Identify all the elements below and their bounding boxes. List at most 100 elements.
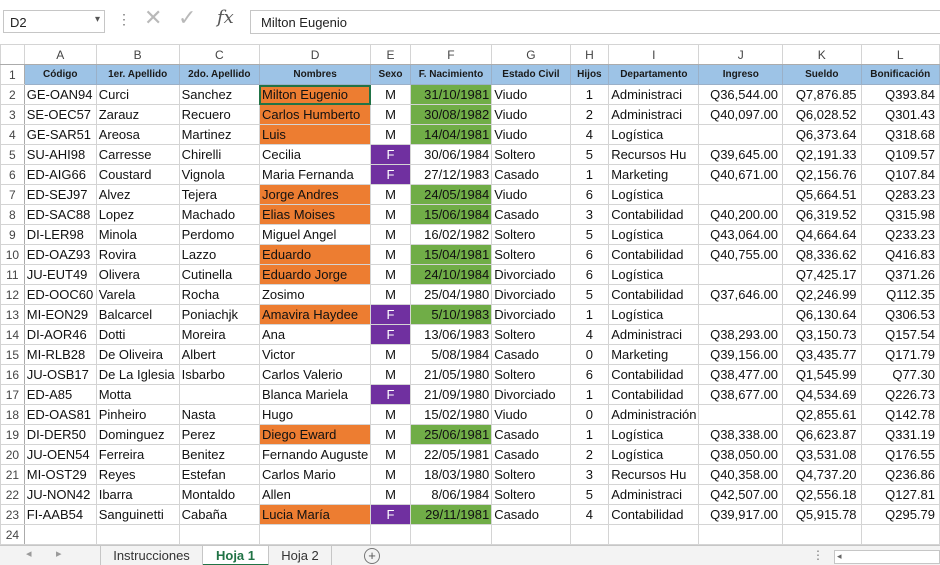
cell-j12[interactable]: Q37,646.00: [698, 284, 784, 305]
cell-h20[interactable]: 2: [569, 444, 610, 465]
cell-k8[interactable]: Q6,319.52: [782, 204, 862, 225]
cell-d15[interactable]: Victor: [258, 344, 372, 365]
cell-e7[interactable]: M: [370, 184, 411, 205]
cell-k23[interactable]: Q5,915.78: [782, 504, 862, 525]
column-header-e[interactable]: E: [370, 44, 411, 65]
cell-d9[interactable]: Miguel Angel: [258, 224, 372, 245]
cell-e23[interactable]: F: [370, 504, 411, 525]
cell-e3[interactable]: M: [370, 104, 411, 125]
cell-g11[interactable]: Divorciado: [491, 264, 571, 285]
cell-k3[interactable]: Q6,028.52: [782, 104, 862, 125]
cell-a7[interactable]: ED-SEJ97: [23, 184, 97, 205]
cell-c14[interactable]: Moreira: [178, 324, 260, 345]
cell-i20[interactable]: Logística: [608, 444, 700, 465]
cell-c21[interactable]: Estefan: [178, 464, 260, 485]
tab-hoja-2[interactable]: Hoja 2: [269, 546, 332, 565]
cell-d19[interactable]: Diego Eward: [258, 424, 372, 445]
cell-h23[interactable]: 4: [569, 504, 610, 525]
cell-f5[interactable]: 30/06/1984: [409, 144, 493, 165]
cell-b14[interactable]: Dotti: [95, 324, 180, 345]
cell-j22[interactable]: Q42,507.00: [698, 484, 784, 505]
cell-h7[interactable]: 6: [569, 184, 610, 205]
cell-i17[interactable]: Contabilidad: [608, 384, 700, 405]
cell-g4[interactable]: Viudo: [491, 124, 571, 145]
cell-e10[interactable]: M: [370, 244, 411, 265]
cell-e21[interactable]: M: [370, 464, 411, 485]
cell-j18[interactable]: [698, 404, 784, 425]
cell-g23[interactable]: Casado: [491, 504, 571, 525]
empty-cell[interactable]: [258, 524, 372, 545]
formula-bar-resize-icon[interactable]: ⋮: [117, 11, 131, 27]
cell-l23[interactable]: Q295.79: [860, 504, 940, 525]
column-header-c[interactable]: C: [178, 44, 260, 65]
cell-i16[interactable]: Contabilidad: [608, 364, 700, 385]
cell-k15[interactable]: Q3,435.77: [782, 344, 862, 365]
header-cell[interactable]: Sexo: [370, 64, 411, 85]
cell-e2[interactable]: M: [370, 84, 411, 105]
cell-f4[interactable]: 14/04/1981: [409, 124, 493, 145]
cell-a15[interactable]: MI-RLB28: [23, 344, 97, 365]
row-header[interactable]: 24: [0, 524, 25, 545]
cell-b4[interactable]: Areosa: [95, 124, 180, 145]
cell-a20[interactable]: JU-OEN54: [23, 444, 97, 465]
cell-d21[interactable]: Carlos Mario: [258, 464, 372, 485]
row-header[interactable]: 13: [0, 304, 25, 325]
empty-cell[interactable]: [409, 524, 493, 545]
column-header-h[interactable]: H: [569, 44, 610, 65]
cell-l8[interactable]: Q315.98: [860, 204, 940, 225]
cell-b5[interactable]: Carresse: [95, 144, 180, 165]
cell-a6[interactable]: ED-AIG66: [23, 164, 97, 185]
cell-a12[interactable]: ED-OOC60: [23, 284, 97, 305]
cell-h5[interactable]: 5: [569, 144, 610, 165]
cell-f22[interactable]: 8/06/1984: [409, 484, 493, 505]
cell-h18[interactable]: 0: [569, 404, 610, 425]
cell-l10[interactable]: Q416.83: [860, 244, 940, 265]
cell-i21[interactable]: Recursos Hu: [608, 464, 700, 485]
cell-f23[interactable]: 29/11/1981: [409, 504, 493, 525]
cell-c17[interactable]: [178, 384, 260, 405]
cell-h15[interactable]: 0: [569, 344, 610, 365]
cell-c3[interactable]: Recuero: [178, 104, 260, 125]
cell-j14[interactable]: Q38,293.00: [698, 324, 784, 345]
cell-b19[interactable]: Dominguez: [95, 424, 180, 445]
cell-d3[interactable]: Carlos Humberto: [258, 104, 372, 125]
cell-g20[interactable]: Casado: [491, 444, 571, 465]
cell-e19[interactable]: M: [370, 424, 411, 445]
cell-i23[interactable]: Contabilidad: [608, 504, 700, 525]
cell-b8[interactable]: Lopez: [95, 204, 180, 225]
cell-j8[interactable]: Q40,200.00: [698, 204, 784, 225]
cell-i9[interactable]: Logística: [608, 224, 700, 245]
empty-cell[interactable]: [698, 524, 784, 545]
cell-d8[interactable]: Elias Moises: [258, 204, 372, 225]
cell-c20[interactable]: Benitez: [178, 444, 260, 465]
cell-c15[interactable]: Albert: [178, 344, 260, 365]
cell-k11[interactable]: Q7,425.17: [782, 264, 862, 285]
cell-c12[interactable]: Rocha: [178, 284, 260, 305]
cell-h6[interactable]: 1: [569, 164, 610, 185]
cell-d5[interactable]: Cecilia: [258, 144, 372, 165]
name-box[interactable]: D2 ▾: [3, 10, 105, 33]
row-header[interactable]: 17: [0, 384, 25, 405]
cell-g15[interactable]: Casado: [491, 344, 571, 365]
cell-f7[interactable]: 24/05/1984: [409, 184, 493, 205]
formula-input[interactable]: Milton Eugenio: [250, 10, 940, 34]
cell-l7[interactable]: Q283.23: [860, 184, 940, 205]
cell-i12[interactable]: Contabilidad: [608, 284, 700, 305]
cell-k21[interactable]: Q4,737.20: [782, 464, 862, 485]
cell-h9[interactable]: 5: [569, 224, 610, 245]
cell-h13[interactable]: 1: [569, 304, 610, 325]
cell-k10[interactable]: Q8,336.62: [782, 244, 862, 265]
cell-e8[interactable]: M: [370, 204, 411, 225]
cell-b23[interactable]: Sanguinetti: [95, 504, 180, 525]
cell-j19[interactable]: Q38,338.00: [698, 424, 784, 445]
cell-h10[interactable]: 6: [569, 244, 610, 265]
column-header-i[interactable]: I: [608, 44, 700, 65]
column-header-g[interactable]: G: [491, 44, 571, 65]
row-header[interactable]: 2: [0, 84, 25, 105]
header-cell[interactable]: Nombres: [258, 64, 372, 85]
row-header[interactable]: 10: [0, 244, 25, 265]
header-cell[interactable]: Hijos: [569, 64, 610, 85]
cell-d4[interactable]: Luis: [258, 124, 372, 145]
cell-d7[interactable]: Jorge Andres: [258, 184, 372, 205]
cell-i8[interactable]: Contabilidad: [608, 204, 700, 225]
